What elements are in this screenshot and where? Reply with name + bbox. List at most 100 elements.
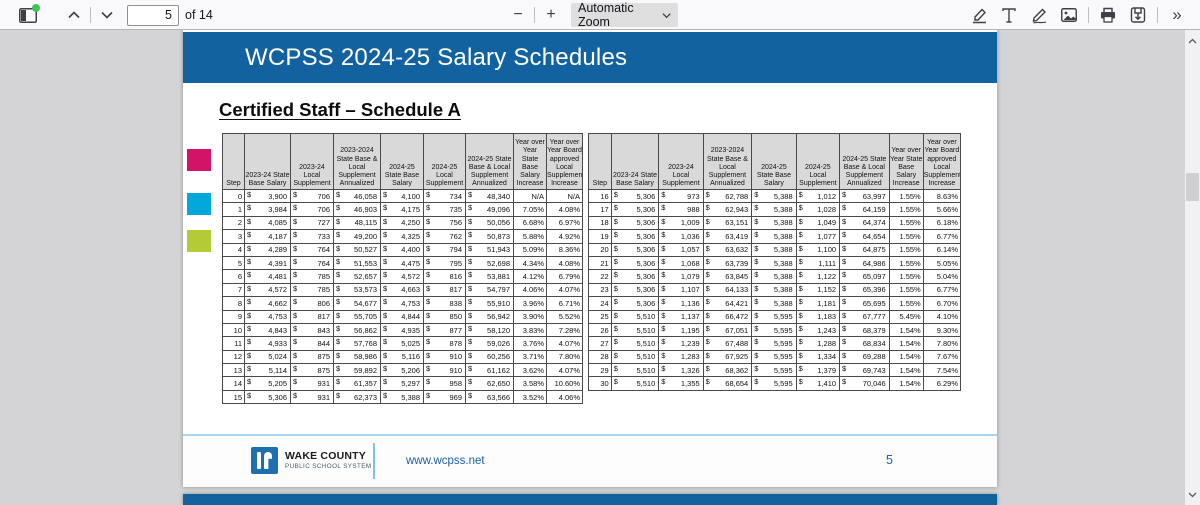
salary-table-left: Step 2023-24 State Base Salary 2023-24 Loc…: [222, 133, 583, 405]
next-page-button[interactable]: [95, 3, 119, 27]
scroll-down-button[interactable]: [1185, 487, 1200, 502]
scroll-up-button[interactable]: [1185, 33, 1200, 48]
column-header: 2023-24 Local Supplement: [290, 133, 334, 190]
amount-cell: $706: [290, 188, 334, 204]
step-cell: 28: [588, 349, 612, 365]
previous-page-button[interactable]: [62, 3, 86, 27]
amount-cell: $4,250: [380, 215, 424, 231]
amount-cell: $67,925: [702, 349, 753, 365]
amount-cell: $5,205: [244, 376, 291, 391]
toolbar-divider: [534, 7, 535, 23]
amount-cell: $5,388: [380, 389, 424, 405]
amount-cell: $988: [658, 202, 704, 217]
add-text-button[interactable]: [997, 3, 1021, 27]
salary-row: 28 $5,510 $1,283 $67,925 $5,595 $1,334 $69,288…: [588, 349, 962, 365]
percent-cell: 1.54%: [888, 336, 924, 351]
zoom-level-select[interactable]: Automatic Zoom: [571, 1, 678, 29]
amount-cell: $61,357: [333, 376, 381, 391]
amount-cell: $817: [290, 309, 334, 324]
percent-cell: 1.54%: [888, 363, 924, 378]
amount-cell: $68,834: [839, 336, 890, 351]
print-button[interactable]: [1096, 3, 1120, 27]
step-cell: 6: [222, 269, 245, 284]
amount-cell: $52,657: [333, 269, 381, 284]
amount-cell: $764: [290, 242, 334, 257]
step-cell: 14: [222, 376, 245, 391]
document-viewport[interactable]: WCPSS 2024-25 Salary Schedules Certified…: [0, 30, 1185, 505]
scrollbar-thumb[interactable]: [1186, 173, 1199, 201]
percent-cell: 3.62%: [513, 363, 547, 378]
amount-cell: $50,527: [333, 242, 381, 257]
amount-cell: $64,986: [839, 255, 890, 271]
amount-cell: $69,288: [839, 349, 890, 365]
column-header: 2024-25 State Base Salary: [751, 133, 797, 190]
amount-cell: $931: [290, 389, 334, 405]
save-button[interactable]: [1126, 3, 1150, 27]
salary-row: 3 $4,187 $733 $49,200 $4,325 $762 $50,873 5.88%…: [222, 229, 583, 244]
amount-cell: $1,077: [795, 229, 841, 244]
column-header: Step: [222, 133, 245, 190]
page-number-input[interactable]: [127, 4, 179, 26]
percent-cell: 1.54%: [888, 349, 924, 365]
highlight-button[interactable]: [967, 3, 991, 27]
amount-cell: $57,768: [333, 336, 381, 351]
amount-cell: $51,943: [465, 242, 514, 257]
amount-cell: $1,137: [658, 309, 704, 324]
amount-cell: $63,566: [465, 389, 514, 405]
double-chevron-icon: »: [1172, 4, 1182, 24]
amount-cell: $1,136: [658, 296, 704, 311]
salary-row: 5 $4,391 $764 $51,553 $4,475 $795 $52,698 4.34%…: [222, 255, 583, 271]
amount-cell: $734: [423, 188, 466, 204]
draw-button[interactable]: [1027, 3, 1051, 27]
salary-row: 24 $5,306 $1,136 $64,421 $5,388 $1,181 $65,695…: [588, 296, 962, 311]
percent-cell: 6.14%: [922, 242, 962, 257]
amount-cell: $756: [423, 215, 466, 231]
amount-cell: $4,289: [244, 242, 291, 257]
percent-cell: N/A: [513, 188, 547, 204]
percent-cell: 7.54%: [922, 363, 962, 378]
amount-cell: $46,903: [333, 202, 381, 217]
zoom-in-button[interactable]: +: [539, 3, 563, 27]
amount-cell: $5,306: [610, 255, 660, 271]
section-title: Certified Staff – Schedule A: [219, 99, 461, 120]
amount-cell: $4,663: [380, 282, 424, 298]
amount-cell: $733: [290, 229, 334, 244]
amount-cell: $1,107: [658, 282, 704, 298]
percent-cell: 7.05%: [513, 202, 547, 217]
vertical-scrollbar[interactable]: [1185, 30, 1200, 505]
salary-row: 0 $3,900 $706 $46,058 $4,100 $734 $48,340 N/A N/…: [222, 188, 583, 204]
amount-cell: $5,114: [244, 363, 291, 378]
amount-cell: $5,595: [751, 376, 797, 391]
amount-cell: $67,051: [702, 322, 753, 338]
percent-cell: 1.55%: [888, 215, 924, 231]
add-image-button[interactable]: [1057, 3, 1081, 27]
salary-table-right: Step 2023-24 State Base Salary 2023-24 Loc…: [588, 133, 962, 391]
tools-menu-button[interactable]: »: [1165, 3, 1189, 27]
column-header: 2023-24 State Base Salary: [610, 133, 660, 190]
salary-row: 9 $4,753 $817 $55,705 $4,844 $850 $56,942 3.90%…: [222, 309, 583, 324]
chevron-up-icon: [68, 11, 80, 19]
amount-cell: $55,705: [333, 309, 381, 324]
amount-cell: $973: [658, 188, 704, 204]
step-cell: 2: [222, 215, 245, 231]
salary-row: 10 $4,843 $843 $56,862 $4,935 $877 $58,120 3.83…: [222, 322, 583, 338]
column-header: Step: [588, 133, 612, 190]
column-header: 2023-2024 State Base & Local Supplement …: [702, 133, 753, 190]
document-title: WCPSS 2024-25 Salary Schedules: [245, 43, 628, 71]
amount-cell: $63,632: [702, 242, 753, 257]
amount-cell: $878: [423, 336, 466, 351]
toggle-sidebar-button[interactable]: [16, 3, 40, 27]
amount-cell: $5,388: [751, 215, 797, 231]
amount-cell: $5,388: [751, 255, 797, 271]
amount-cell: $727: [290, 215, 334, 231]
percent-cell: 1.55%: [888, 229, 924, 244]
percent-cell: 3.83%: [513, 322, 547, 338]
percent-cell: 1.55%: [888, 202, 924, 217]
salary-row: 25 $5,510 $1,137 $66,472 $5,595 $1,183 $67,777…: [588, 309, 962, 324]
percent-cell: 6.77%: [922, 229, 962, 244]
zoom-out-button[interactable]: −: [506, 3, 530, 27]
amount-cell: $70,046: [839, 376, 890, 391]
amount-cell: $1,057: [658, 242, 704, 257]
amount-cell: $5,297: [380, 376, 424, 391]
amount-cell: $5,595: [751, 363, 797, 378]
